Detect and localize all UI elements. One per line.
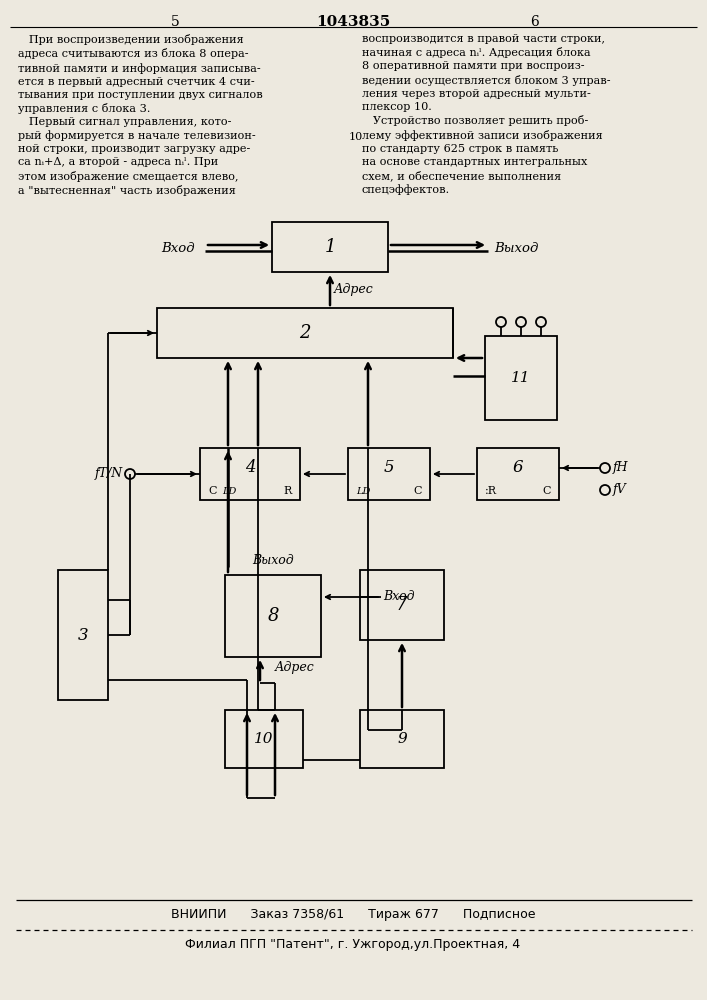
Bar — [360, 570, 444, 640]
Text: 5: 5 — [170, 15, 180, 29]
Bar — [360, 710, 444, 768]
Text: 7: 7 — [396, 596, 408, 614]
Text: 1043835: 1043835 — [316, 15, 390, 29]
Bar — [348, 448, 430, 500]
Text: 1: 1 — [325, 238, 336, 256]
Text: Вход: Вход — [383, 590, 414, 603]
Bar — [225, 710, 303, 768]
Text: fH: fH — [613, 462, 629, 475]
Text: :R: :R — [485, 486, 497, 496]
Text: 10: 10 — [349, 132, 363, 142]
Bar — [200, 448, 300, 500]
Text: fT/N: fT/N — [95, 468, 123, 481]
Text: Адрес: Адрес — [275, 661, 315, 674]
Text: 5: 5 — [384, 460, 395, 477]
Text: 2: 2 — [299, 324, 311, 342]
Text: 4: 4 — [245, 460, 255, 477]
Text: Выход: Выход — [252, 554, 294, 567]
Bar — [485, 336, 557, 420]
Bar — [225, 575, 321, 657]
Text: Филиал ПГП "Патент", г. Ужгород,ул.Проектная, 4: Филиал ПГП "Патент", г. Ужгород,ул.Проек… — [185, 938, 520, 951]
Text: При воспроизведении изображения
адреса считываются из блока 8 опера-
тивной памя: При воспроизведении изображения адреса с… — [18, 34, 263, 196]
Text: R: R — [284, 486, 292, 496]
Text: C: C — [414, 486, 422, 496]
Text: воспроизводится в правой части строки,
начиная с адреса nᵢˡ. Адресация блока
8 о: воспроизводится в правой части строки, н… — [362, 34, 611, 195]
Text: 8: 8 — [267, 607, 279, 625]
Text: 11: 11 — [511, 371, 531, 385]
Text: C: C — [542, 486, 551, 496]
Text: Адрес: Адрес — [334, 284, 374, 296]
Text: 10: 10 — [255, 732, 274, 746]
Text: 9: 9 — [397, 732, 407, 746]
Text: LD: LD — [356, 487, 370, 495]
Text: fV: fV — [613, 484, 626, 496]
Text: ВНИИПИ      Заказ 7358/61      Тираж 677      Подписное: ВНИИПИ Заказ 7358/61 Тираж 677 Подписное — [171, 908, 535, 921]
Text: 6: 6 — [513, 460, 523, 477]
Bar — [157, 308, 453, 358]
Text: C: C — [208, 486, 216, 496]
Text: 3: 3 — [78, 626, 88, 644]
Text: Вход: Вход — [161, 241, 195, 254]
Bar — [272, 222, 388, 272]
Bar — [477, 448, 559, 500]
Text: 6: 6 — [531, 15, 539, 29]
Text: Выход: Выход — [494, 241, 538, 254]
Text: LD: LD — [222, 487, 236, 495]
Bar — [58, 570, 108, 700]
